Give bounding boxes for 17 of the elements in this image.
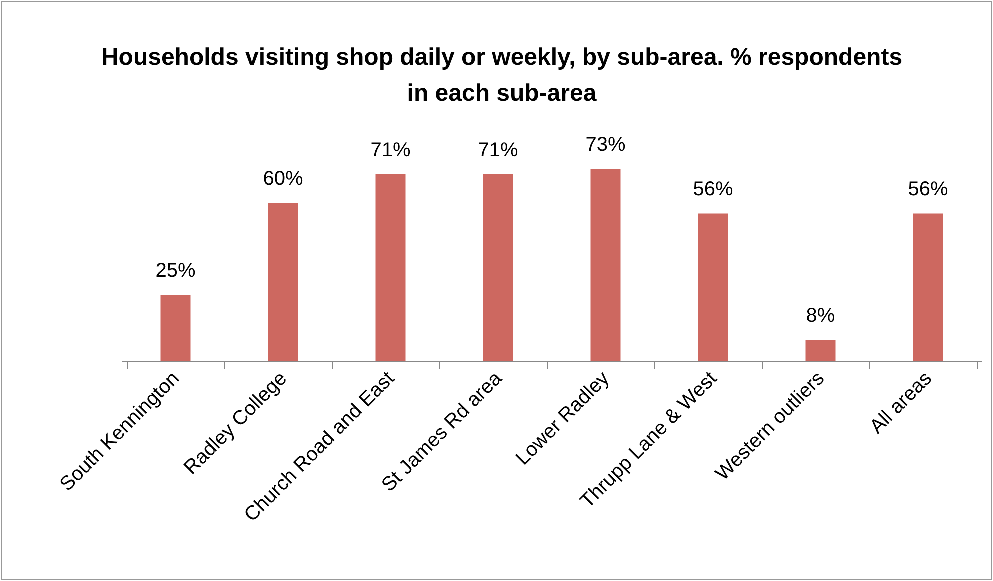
data-label: 56% xyxy=(908,178,948,201)
data-label: 71% xyxy=(370,139,411,162)
chart-title: Households visiting shop daily or weekly, by sub-area. % respondents in each sub-area xyxy=(100,43,904,109)
bar xyxy=(268,203,298,361)
data-label: 73% xyxy=(586,134,626,156)
bar xyxy=(698,214,728,361)
bar xyxy=(806,340,836,361)
bar xyxy=(376,174,406,361)
data-label: 60% xyxy=(263,168,304,190)
bar xyxy=(160,295,191,361)
bar xyxy=(913,214,944,361)
data-label: 71% xyxy=(478,139,518,162)
data-label: 8% xyxy=(806,304,836,327)
data-label: 56% xyxy=(693,178,734,201)
bar xyxy=(483,174,514,361)
data-label: 25% xyxy=(156,260,196,282)
bar xyxy=(590,169,621,361)
